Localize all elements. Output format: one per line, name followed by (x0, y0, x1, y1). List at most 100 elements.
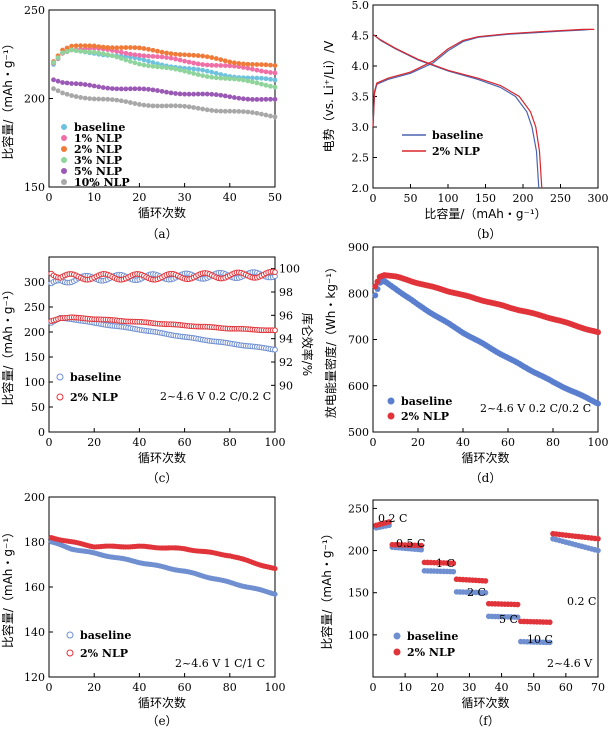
y-tick-label: 250 (24, 4, 45, 17)
data-point (250, 62, 255, 67)
data-point (177, 52, 183, 57)
data-point (195, 53, 201, 59)
y2-tick-label: 92 (279, 356, 293, 369)
data-point (87, 43, 93, 49)
data-point (150, 63, 156, 69)
x-tick-label: 100 (438, 192, 459, 205)
data-point (114, 54, 120, 60)
data-point (114, 86, 120, 92)
data-point (259, 75, 264, 81)
data-point (150, 103, 156, 109)
data-point (227, 59, 233, 65)
condition-annotation: 2~4.6 V 0.2 C/0.2 C (160, 390, 271, 403)
data-point (222, 76, 228, 81)
data-point (272, 591, 278, 597)
data-point (123, 54, 129, 59)
data-point (272, 63, 278, 68)
panel-caption: （a） (146, 227, 177, 241)
data-point (118, 98, 124, 104)
data-point (173, 66, 178, 72)
data-point (218, 72, 224, 77)
x-tick-label: 40 (132, 681, 146, 694)
y2-tick-label: 98 (279, 286, 293, 299)
data-point (268, 70, 273, 75)
data-point (141, 86, 147, 92)
data-point (73, 43, 79, 49)
data-point (73, 94, 79, 99)
data-point (209, 108, 215, 113)
legend-marker (61, 124, 67, 130)
data-point (82, 43, 88, 49)
capacity-point (272, 327, 278, 334)
data-point (73, 48, 79, 54)
rate-label: 2 C (467, 586, 486, 599)
data-point (96, 96, 102, 102)
data-point (245, 65, 251, 71)
x-tick-label: 80 (223, 436, 237, 449)
data-point (150, 47, 156, 53)
x-tick-label: 50 (527, 681, 541, 694)
y-tick-label: 120 (24, 671, 45, 684)
legend-label: 2% NLP (74, 143, 122, 156)
data-point (141, 57, 147, 63)
x-axis-title: 循环次数 (461, 695, 509, 710)
legend-label: 10% NLP (74, 176, 130, 189)
y-tick-label: 600 (348, 380, 369, 393)
data-point (82, 82, 88, 87)
data-point (227, 108, 233, 114)
rate-label: 5 C (499, 613, 518, 626)
legend-marker (56, 393, 64, 401)
rate-label: 0.5 C (396, 537, 425, 550)
x-tick-label: 60 (559, 681, 573, 694)
data-point (69, 47, 74, 53)
legend-marker (61, 168, 67, 174)
x-tick-label: 20 (411, 436, 425, 449)
x-tick-label: 40 (456, 436, 470, 449)
data-point (168, 65, 174, 71)
x-tick-label: 300 (588, 192, 608, 205)
panel-f: 0 10 20 30 40 50 60 70 100 150 200 250 0.2 C 0.5 C 1 C… (319, 499, 605, 728)
data-point (182, 68, 188, 74)
data-point (69, 93, 74, 98)
data-point (177, 57, 183, 63)
data-point (87, 82, 93, 88)
data-point (268, 83, 273, 89)
data-point (114, 48, 120, 54)
data-point (195, 67, 201, 72)
x-tick-label: 100 (265, 436, 286, 449)
x-tick-label: 20 (87, 681, 101, 694)
x-tick-label: 80 (546, 436, 560, 449)
data-point (146, 58, 151, 64)
data-point (240, 64, 246, 70)
legend-label: 2% NLP (407, 646, 455, 659)
data-point (164, 65, 169, 71)
data-point (168, 103, 174, 109)
data-point (218, 75, 224, 81)
x-tick-label: 0 (46, 681, 53, 694)
legend-label: 2% NLP (432, 145, 480, 158)
y-tick-label: 150 (24, 181, 45, 194)
data-point (209, 55, 215, 60)
y-tick-label: 3.5 (352, 91, 370, 104)
x-tick-label: 30 (462, 681, 476, 694)
data-point (123, 57, 129, 63)
data-point (209, 62, 215, 68)
data-point (263, 82, 269, 88)
data-point (177, 91, 183, 97)
legend-marker (61, 135, 67, 141)
data-point (91, 96, 97, 102)
data-point (105, 85, 111, 91)
data-point (186, 91, 192, 97)
condition-annotation: 2~4.6 V (547, 657, 593, 670)
legend-marker (61, 179, 67, 185)
data-point (254, 110, 260, 116)
y-axis-title: 比容量/（mAh・g⁻¹） (0, 37, 15, 159)
data-point (218, 108, 224, 114)
x-tick-label: 20 (87, 436, 101, 449)
legend-label: 2% NLP (80, 647, 128, 660)
data-point (118, 56, 124, 61)
data-point (78, 81, 84, 87)
data-point (127, 59, 133, 64)
data-point (146, 46, 151, 52)
data-point (482, 589, 489, 596)
